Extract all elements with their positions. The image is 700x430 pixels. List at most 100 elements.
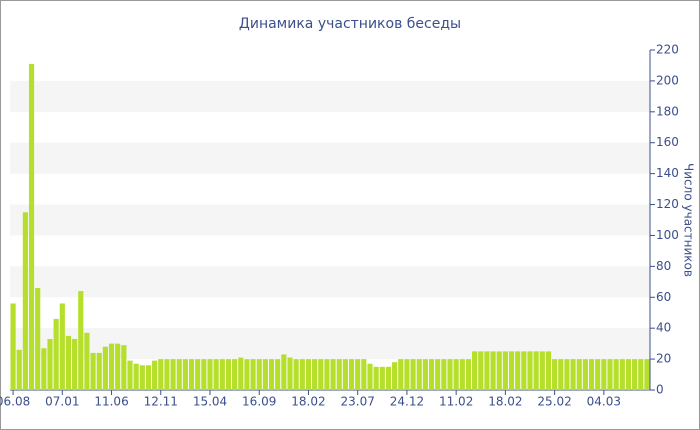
bar (65, 335, 72, 390)
y-tick-label: 160 (656, 135, 679, 149)
x-tick-label: 04.03 (587, 395, 621, 409)
bar (207, 359, 213, 390)
y-tick-label: 200 (656, 73, 679, 87)
bar (299, 359, 305, 390)
bar (127, 360, 133, 390)
bar (459, 359, 465, 390)
bar (355, 359, 361, 390)
x-tick-label: 18.02 (488, 395, 522, 409)
bar (515, 351, 521, 390)
y-tick-label: 60 (656, 290, 671, 304)
bar (281, 354, 287, 390)
x-tick-label: 06.08 (0, 395, 30, 409)
bar (379, 366, 385, 390)
bar (564, 359, 570, 390)
bar (336, 359, 342, 390)
bar (170, 359, 176, 390)
y-tick-label: 0 (656, 383, 664, 397)
bar (552, 359, 558, 390)
y-tick-label: 140 (656, 166, 679, 180)
bar (521, 351, 527, 390)
x-tick-label: 12.11 (144, 395, 178, 409)
bar (318, 359, 324, 390)
bar (385, 366, 392, 390)
x-tick-label: 11.02 (439, 395, 473, 409)
bar (607, 359, 613, 390)
bar (410, 359, 416, 390)
bar (545, 351, 552, 390)
bar (121, 345, 127, 390)
bar (392, 362, 398, 390)
bar (108, 343, 115, 390)
bar (96, 352, 102, 390)
bar (275, 359, 281, 390)
bar (625, 359, 632, 390)
bar (35, 288, 41, 390)
bar (632, 359, 638, 390)
bar (484, 351, 490, 390)
bar (28, 63, 35, 391)
bar (330, 359, 336, 390)
bar (638, 359, 644, 390)
y-tick-label: 20 (656, 352, 671, 366)
bar (238, 357, 244, 390)
bar (502, 351, 508, 390)
grid-band (10, 204, 650, 236)
bar (595, 359, 601, 390)
bar (305, 359, 312, 390)
bar (496, 351, 502, 390)
bar (176, 359, 182, 390)
bar (250, 359, 256, 390)
bar (348, 359, 355, 390)
bar (213, 359, 219, 390)
bar (268, 359, 275, 390)
bar (201, 359, 207, 390)
bar (324, 359, 330, 390)
bar (373, 366, 379, 390)
bar (164, 359, 170, 390)
bar (312, 359, 318, 390)
bar (361, 359, 367, 390)
bar (287, 357, 293, 390)
bar (398, 359, 404, 390)
bar (478, 351, 484, 390)
grid-band (10, 266, 650, 298)
bar (244, 359, 250, 390)
bar (90, 352, 96, 390)
bar (342, 359, 348, 390)
bar (102, 346, 108, 390)
x-tick-label: 11.06 (94, 395, 128, 409)
bar (422, 359, 428, 390)
bar (428, 359, 435, 390)
grid-band (10, 80, 650, 112)
grid-band (10, 142, 650, 174)
bar (10, 303, 16, 390)
bar (84, 332, 90, 390)
bar (527, 351, 533, 390)
x-tick-label: 16.09 (242, 395, 276, 409)
bar (115, 343, 121, 390)
bar (558, 359, 564, 390)
bar (152, 360, 158, 390)
bar (490, 351, 496, 390)
x-tick-label: 23.07 (341, 395, 375, 409)
bar (22, 212, 28, 390)
bar (232, 359, 238, 390)
chart-title: Динамика участников беседы (239, 16, 461, 32)
bar (182, 359, 188, 390)
y-tick-label: 100 (656, 228, 679, 242)
bar (588, 359, 595, 390)
bar (465, 359, 472, 390)
bar (472, 351, 478, 390)
bar (139, 365, 145, 390)
x-tick-label: 18.02 (291, 395, 325, 409)
bar (453, 359, 459, 390)
bar (53, 318, 59, 390)
bar (133, 363, 139, 390)
y-tick-label: 220 (656, 43, 679, 57)
x-tick-label: 15.04 (193, 395, 227, 409)
bar (613, 359, 619, 390)
bar (47, 339, 53, 390)
bar (59, 303, 65, 390)
bar (16, 349, 22, 390)
